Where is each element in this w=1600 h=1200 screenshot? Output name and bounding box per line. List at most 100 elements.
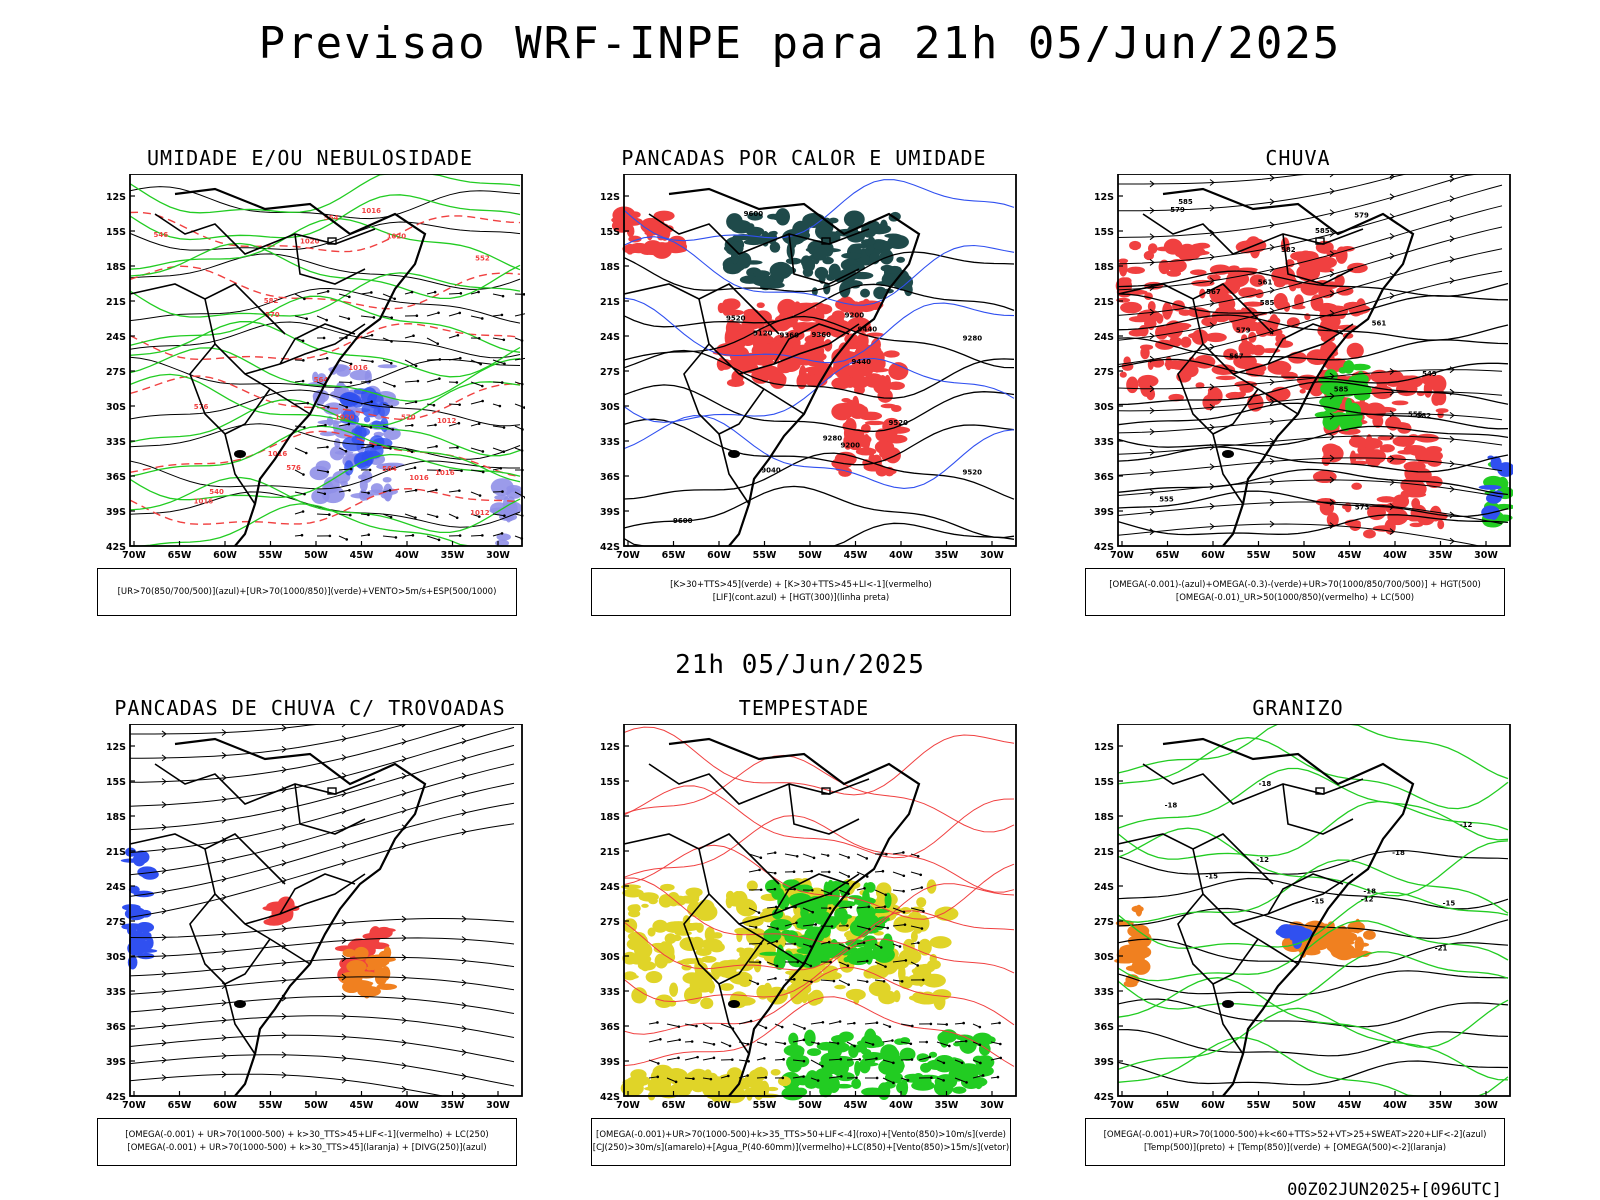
contour-line — [1117, 907, 1509, 940]
wind-vector-head — [775, 964, 779, 968]
wind-vector — [972, 1074, 984, 1079]
contour-value-label: 9520 — [889, 419, 909, 427]
streamline-arrow — [401, 1085, 407, 1093]
wind-vector-head — [836, 1042, 840, 1045]
wind-vector-head — [759, 856, 763, 859]
wind-vector — [316, 357, 328, 361]
map-frame — [1117, 187, 1415, 547]
lake — [1222, 1000, 1234, 1008]
streamline-arrow — [221, 965, 227, 973]
wind-area-green — [972, 1032, 993, 1047]
streamline-arrow — [1269, 520, 1275, 528]
legend-line: [OMEGA(-0.001) + UR>70(1000-500) + k>30_… — [127, 1143, 487, 1153]
wind-vector — [784, 888, 795, 891]
wind-vector-head — [865, 857, 869, 860]
wind-vector-head — [389, 361, 393, 365]
contour-value-label: 9360 — [811, 331, 831, 339]
instability-area-green — [843, 210, 865, 228]
state-border — [1117, 833, 1274, 885]
jet-area-yellow — [652, 919, 668, 933]
jet-area-yellow — [627, 953, 652, 965]
wind-vector — [882, 1040, 893, 1043]
wind-vector — [470, 315, 483, 319]
wind-vector — [954, 1040, 967, 1043]
lon-tick-label: 30W — [980, 550, 1004, 561]
humidity-area-high — [490, 478, 514, 496]
wind-vector-head — [792, 978, 796, 981]
contour-value-label: 576 — [286, 464, 301, 472]
rain-area-red — [1239, 383, 1254, 393]
wind-vector — [838, 943, 850, 949]
instability-area-green — [873, 286, 887, 300]
contour-value-label: 540 — [209, 488, 224, 496]
contour-line — [129, 399, 521, 457]
wind-vector-head — [390, 405, 394, 408]
streamline-arrow — [161, 867, 167, 874]
lat-tick-label: 27S — [1094, 917, 1114, 928]
wind-vector — [856, 925, 870, 930]
lat-tick-label: 12S — [600, 192, 620, 203]
hail-area-orange — [1131, 958, 1151, 975]
wind-vector-head — [657, 1062, 660, 1065]
instability-area-green — [743, 238, 764, 246]
temp500-lines — [1117, 849, 1509, 1086]
wind-vector-head — [455, 381, 459, 384]
wind-vector — [404, 513, 416, 519]
lat-tick-label: 15S — [1094, 227, 1114, 238]
contour-line — [129, 221, 521, 251]
instability-area-red — [649, 244, 666, 254]
thunder-area-red — [369, 929, 382, 941]
jet-area-yellow — [647, 1077, 662, 1095]
instability-area-red — [628, 235, 642, 243]
rain-area-red — [1146, 387, 1156, 401]
thunder-area-orange — [383, 946, 392, 959]
instability-area-red — [756, 302, 765, 309]
lat-tick-label: 39S — [600, 1057, 620, 1068]
wind-vector-head — [811, 910, 815, 914]
instability-area-green — [745, 226, 765, 236]
wind-vector-head — [964, 1039, 968, 1043]
state-border — [773, 873, 860, 915]
contour-line — [1117, 977, 1509, 1048]
wind-vector — [766, 940, 777, 945]
streamline-arrow — [1209, 322, 1215, 329]
streamline-arrow — [1269, 398, 1275, 406]
streamline-arrow — [1209, 343, 1215, 351]
state-border — [129, 833, 286, 885]
contour-value-label: 552 — [475, 254, 490, 262]
lon-tick-label: 40W — [889, 1100, 913, 1111]
wind-vector — [828, 1041, 839, 1044]
contour-line — [1117, 877, 1509, 910]
wind-vector — [748, 907, 760, 914]
wind-vector-head — [881, 869, 885, 873]
contour-value-label: 585 — [1315, 227, 1330, 235]
wind-vector — [702, 1057, 715, 1061]
streamline — [1117, 184, 1503, 265]
wind-vector — [448, 403, 460, 406]
wind-vector — [360, 445, 373, 449]
state-border — [623, 283, 780, 335]
wind-vector-head — [347, 422, 351, 426]
wind-vector-head — [390, 340, 393, 343]
humidity-area-high — [496, 533, 511, 541]
wind-vector — [492, 359, 505, 365]
wind-vector-head — [477, 515, 481, 518]
wind-vector-head — [438, 377, 441, 380]
contour-line — [623, 844, 1015, 920]
contour-line — [623, 938, 1015, 1003]
rain-area-red — [1238, 340, 1255, 356]
lon-tick-label: 45W — [1338, 550, 1362, 561]
state-border — [648, 763, 870, 805]
contour-line — [623, 415, 1015, 489]
wind-vector-head — [757, 911, 761, 914]
wind-vector-head — [810, 980, 813, 984]
wind-vector — [294, 402, 308, 405]
streamline-arrow — [401, 789, 407, 797]
streamline-arrow — [401, 915, 407, 923]
humidity-area-high — [382, 476, 392, 483]
wind-vector — [382, 381, 395, 387]
legend-box: [OMEGA(-0.001)-(azul)+OMEGA(-0.3)-(verde… — [1085, 568, 1505, 616]
wind-vector — [892, 889, 904, 892]
contour-value-label: 579 — [1170, 206, 1185, 214]
wind-vector-head — [884, 965, 887, 968]
